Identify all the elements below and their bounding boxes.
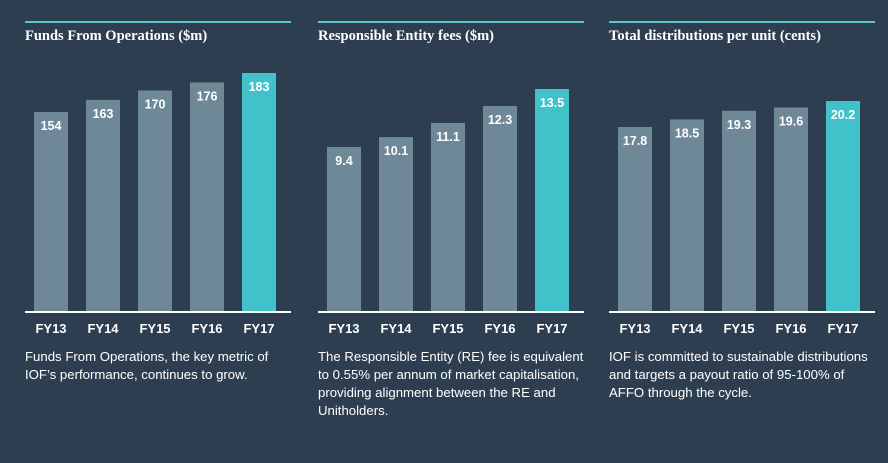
x-tick-label: FY15 [139, 321, 170, 336]
bar-fy13 [34, 112, 68, 311]
bar-chart-re-fees: 9.4 FY13 10.1 FY14 11.1 FY15 12.3 FY16 13.5 FY17 [318, 89, 584, 336]
panel-top-rule [609, 21, 875, 23]
data-label: 19.3 [727, 118, 751, 132]
x-tick-label: FY15 [723, 321, 754, 336]
chart-title: Responsible Entity fees ($m) [318, 28, 495, 44]
x-tick-label: FY13 [619, 321, 650, 336]
bar-fy17 [826, 101, 860, 311]
chart-panel-re-fees: Responsible Entity fees ($m) 9.4 FY13 10.1… [318, 0, 584, 463]
chart-panel-ffo: Funds From Operations ($m) 154 FY13 163 FY1… [25, 0, 291, 463]
x-axis-line [25, 311, 291, 313]
x-tick-label: FY15 [432, 321, 463, 336]
x-tick-label: FY17 [243, 321, 274, 336]
panel-top-rule [318, 21, 584, 23]
bar-fy15 [722, 110, 756, 311]
chart-panel-distributions: Total distributions per unit (cents) 17.… [609, 0, 875, 463]
bar-chart-ffo: 154 FY13 163 FY14 170 FY15 176 FY16 183 FY17 [25, 73, 291, 336]
data-label: 154 [41, 119, 62, 133]
x-tick-label: FY14 [87, 321, 119, 336]
data-label: 9.4 [335, 154, 352, 168]
data-label: 19.6 [779, 115, 803, 129]
bar-fy16 [774, 107, 808, 311]
data-label: 10.1 [384, 144, 408, 158]
bar-chart-distributions: 17.8 FY13 18.5 FY14 19.3 FY15 19.6 FY16 20.2 FY17 [609, 101, 875, 336]
x-tick-label: FY13 [328, 321, 359, 336]
x-axis-line [609, 311, 875, 313]
bar-fy13 [618, 127, 652, 311]
bar-fy17 [535, 89, 569, 311]
bar-fy15 [138, 90, 172, 311]
data-label: 170 [145, 97, 166, 111]
x-tick-label: FY13 [35, 321, 66, 336]
chart-title: Total distributions per unit (cents) [609, 28, 821, 44]
x-tick-label: FY14 [380, 321, 412, 336]
bar-fy16 [190, 82, 224, 311]
bar-fy17 [242, 73, 276, 311]
chart-description: Funds From Operations, the key metric of… [25, 349, 269, 382]
chart-title: Funds From Operations ($m) [25, 28, 208, 44]
bar-fy16 [483, 105, 517, 311]
x-tick-label: FY16 [191, 321, 222, 336]
bar-fy14 [379, 137, 413, 311]
chart-description: IOF is committed to sustainable distribu… [609, 349, 868, 400]
x-tick-label: FY17 [827, 321, 858, 336]
chart-description: The Responsible Entity (RE) fee is equiv… [318, 349, 584, 418]
data-label: 20.2 [831, 108, 855, 122]
data-label: 13.5 [540, 96, 564, 110]
x-tick-label: FY14 [671, 321, 703, 336]
bar-fy14 [670, 119, 704, 312]
data-label: 183 [249, 80, 270, 94]
data-label: 17.8 [623, 134, 647, 148]
x-tick-label: FY17 [536, 321, 567, 336]
data-label: 176 [197, 89, 218, 103]
data-label: 12.3 [488, 113, 512, 127]
data-label: 11.1 [436, 130, 460, 144]
x-axis-line [318, 311, 584, 313]
bar-fy13 [327, 147, 361, 311]
data-label: 18.5 [675, 126, 699, 140]
bar-fy14 [86, 99, 120, 312]
x-tick-label: FY16 [484, 321, 515, 336]
bar-fy15 [431, 122, 465, 311]
data-label: 163 [93, 107, 114, 121]
x-tick-label: FY16 [775, 321, 806, 336]
panel-top-rule [25, 21, 291, 23]
